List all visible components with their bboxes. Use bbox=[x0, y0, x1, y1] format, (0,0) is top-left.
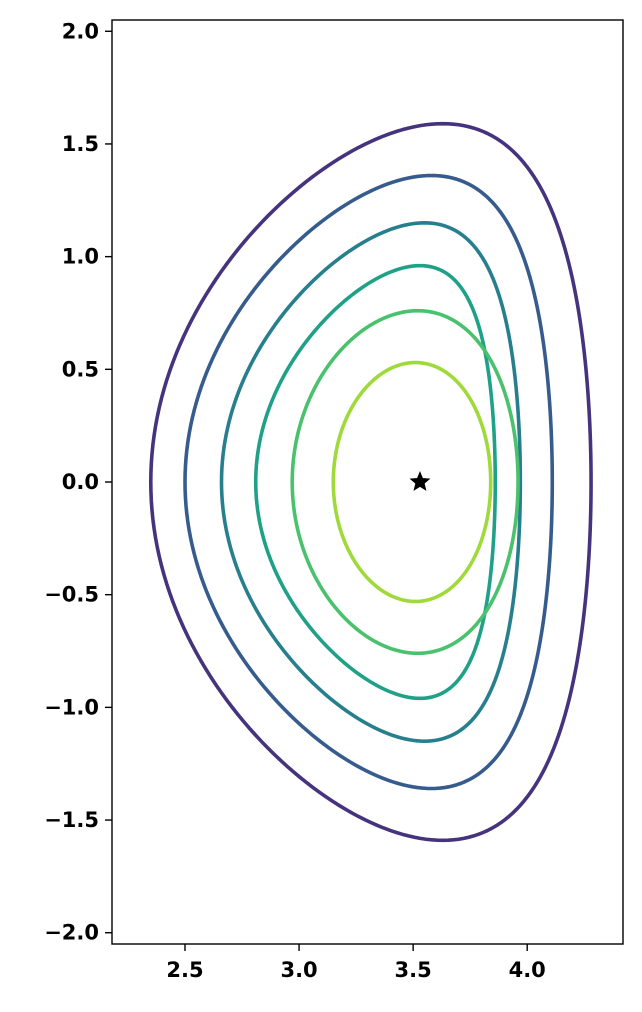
x-tick-label: 4.0 bbox=[509, 958, 546, 982]
y-tick-label: 1.5 bbox=[62, 132, 99, 156]
y-axis: 2.0 1.5 1.0 0.5 0.0 −0.5 −1.0 −1.5 −2.0 bbox=[44, 19, 112, 945]
x-axis: 2.5 3.0 3.5 4.0 bbox=[166, 944, 546, 982]
y-tick-label: −1.0 bbox=[44, 695, 99, 719]
y-tick-label: −0.5 bbox=[44, 583, 99, 607]
y-tick-label: 0.5 bbox=[62, 357, 99, 381]
x-tick-label: 3.5 bbox=[395, 958, 432, 982]
y-tick-label: −1.5 bbox=[44, 808, 99, 832]
magnetic-axis-marker bbox=[409, 471, 431, 491]
y-tick-label: 0.0 bbox=[62, 470, 99, 494]
y-tick-label: 2.0 bbox=[62, 19, 99, 43]
contour-line-4 bbox=[253, 263, 498, 701]
star-marker bbox=[409, 471, 431, 491]
x-tick-label: 3.0 bbox=[280, 958, 317, 982]
contour-line-3 bbox=[219, 221, 523, 743]
contour-line-6 bbox=[331, 360, 493, 604]
contour-line-1 bbox=[148, 121, 593, 843]
contour-line-2 bbox=[183, 173, 555, 791]
contour-lines bbox=[148, 121, 593, 843]
plot-area-frame bbox=[111, 19, 624, 945]
x-tick-label: 2.5 bbox=[166, 958, 203, 982]
y-tick-label: 1.0 bbox=[62, 245, 99, 269]
contour-line-5 bbox=[290, 308, 520, 656]
y-tick-label: −2.0 bbox=[44, 921, 99, 945]
